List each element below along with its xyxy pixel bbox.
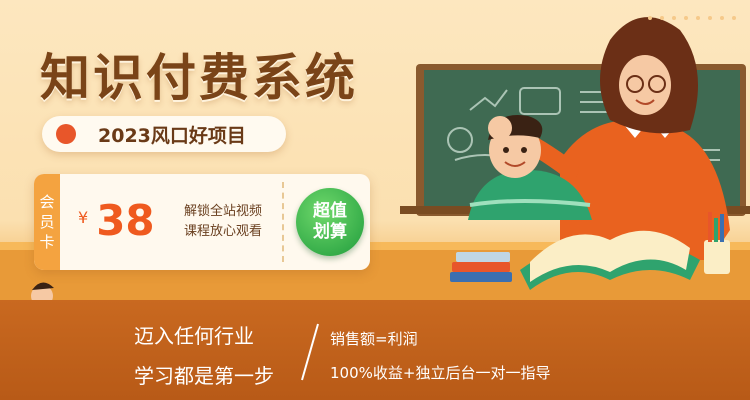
membership-card[interactable]: 会 员 卡 ¥38 解锁全站视频 课程放心观看 超值 划算	[34, 174, 370, 270]
tag-char: 卡	[39, 233, 55, 251]
tag-char: 员	[39, 213, 55, 231]
slogan-line: 迈入任何行业	[134, 324, 254, 348]
slash-divider	[301, 323, 319, 381]
value-badge-button[interactable]: 超值 划算	[296, 188, 364, 256]
currency-symbol: ¥	[78, 208, 89, 227]
desc-line: 课程放心观看	[184, 224, 263, 239]
badge-line: 超值	[313, 201, 347, 221]
book-icon	[520, 230, 700, 290]
badge-line: 划算	[313, 222, 347, 242]
decorative-dots	[648, 16, 736, 20]
bullet-dot	[56, 124, 76, 144]
card-tag: 会 员 卡	[34, 174, 60, 270]
subtitle-pill: 2023风口好项目	[42, 116, 286, 152]
pencil-cup-icon	[704, 212, 730, 274]
price-value: 38	[96, 196, 155, 245]
slogan-line: 学习都是第一步	[134, 364, 274, 388]
card-description: 解锁全站视频 课程放心观看	[184, 202, 262, 242]
tag-char: 会	[39, 193, 55, 211]
banner-title: 知识付费系统	[40, 49, 358, 107]
price: ¥38	[78, 196, 155, 245]
dashed-divider	[282, 182, 284, 262]
student-illustration	[468, 115, 592, 220]
subtitle-text: 2023风口好项目	[98, 124, 246, 147]
bottom-bar: 迈入任何行业 学习都是第一步 销售额=利润 100%收益+独立后台一对一指导	[0, 300, 750, 400]
feature-line: 销售额=利润	[330, 330, 418, 348]
desc-line: 解锁全站视频	[184, 204, 263, 219]
feature-line: 100%收益+独立后台一对一指导	[330, 364, 551, 382]
